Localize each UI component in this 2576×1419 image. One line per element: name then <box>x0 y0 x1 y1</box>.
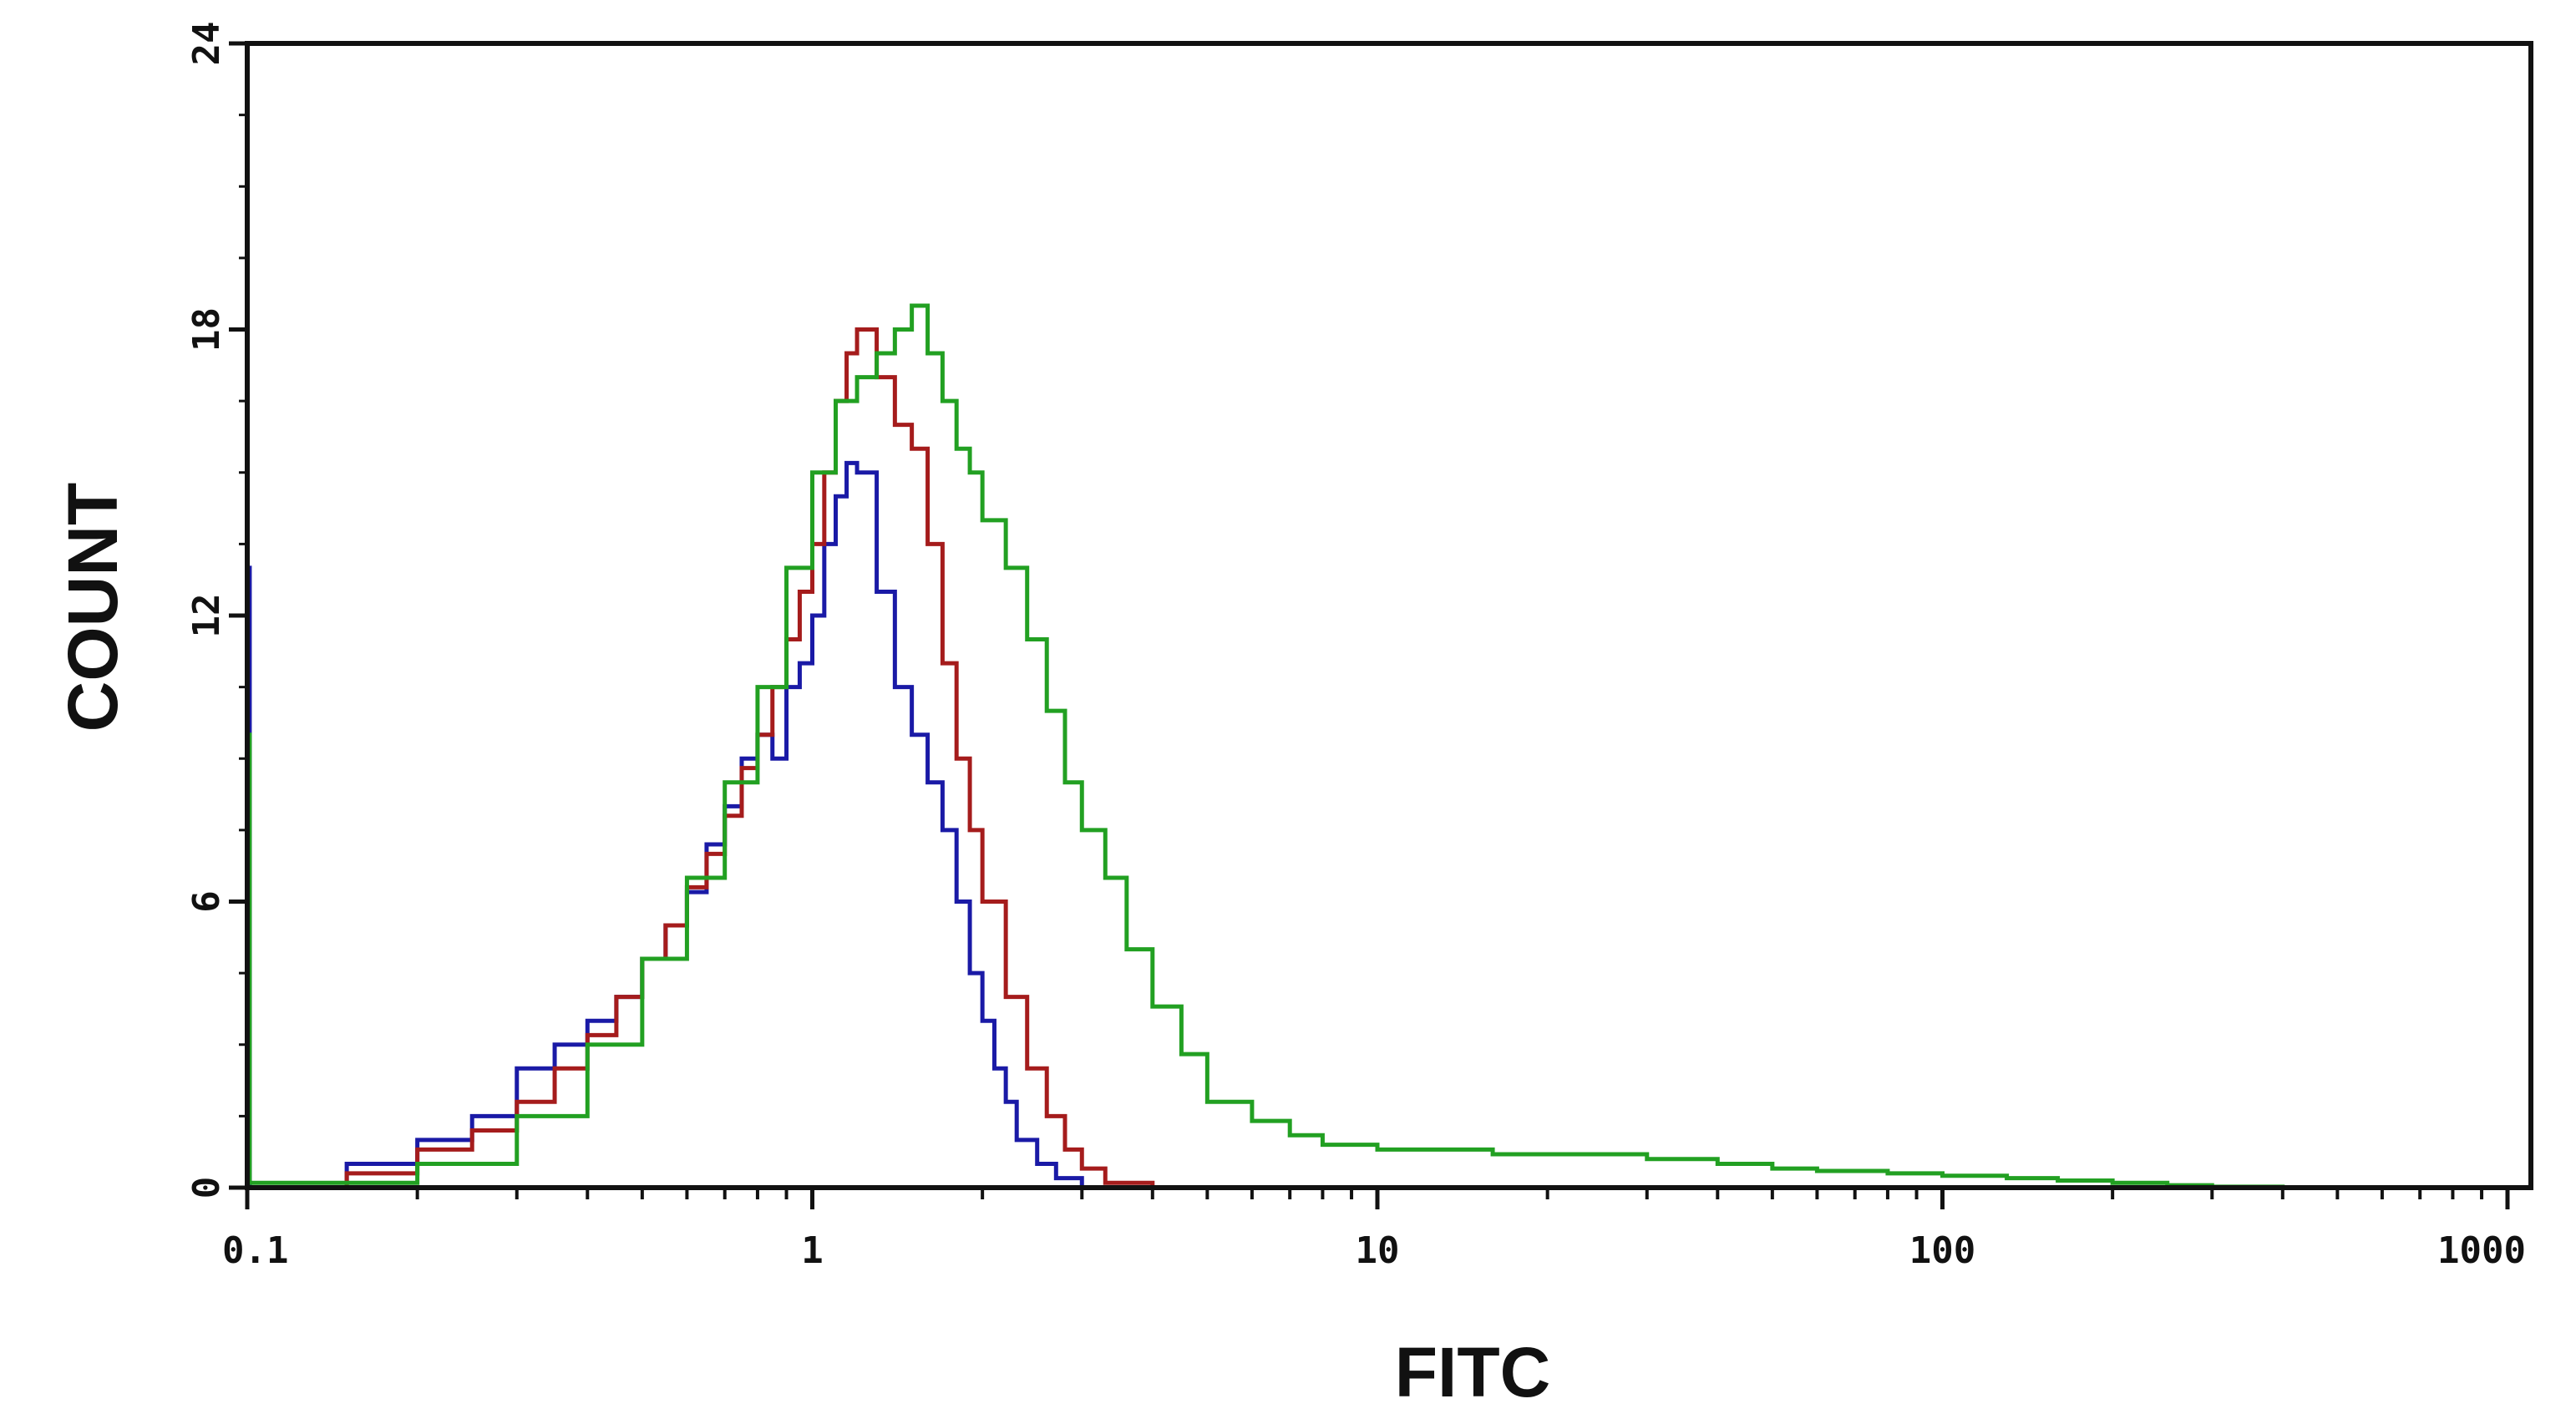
x-tick-label: 10 <box>1356 1229 1400 1272</box>
y-tick-label: 12 <box>185 594 228 638</box>
x-tick-label: 0.1 <box>222 1229 288 1272</box>
series-line-1 <box>247 327 2531 1190</box>
series-line-2 <box>245 303 2531 1190</box>
y-tick-label: 18 <box>185 307 228 352</box>
x-axis-title: FITC <box>1395 1333 1551 1411</box>
y-tick-label: 0 <box>185 1177 228 1199</box>
x-tick-label: 1 <box>801 1229 824 1272</box>
x-tick-label: 1000 <box>2437 1229 2526 1272</box>
y-tick-label: 6 <box>185 890 228 913</box>
y-axis-title: COUNT <box>53 483 132 732</box>
series-line-0 <box>245 460 2531 1190</box>
x-tick-label: 100 <box>1909 1229 1975 1272</box>
ticks-layer: 0.1 1 10 100 1000 0 6 12 18 24 <box>185 22 2526 1272</box>
series-layer <box>245 303 2531 1190</box>
y-tick-label: 24 <box>185 22 228 66</box>
plot-frame <box>245 41 2533 1190</box>
